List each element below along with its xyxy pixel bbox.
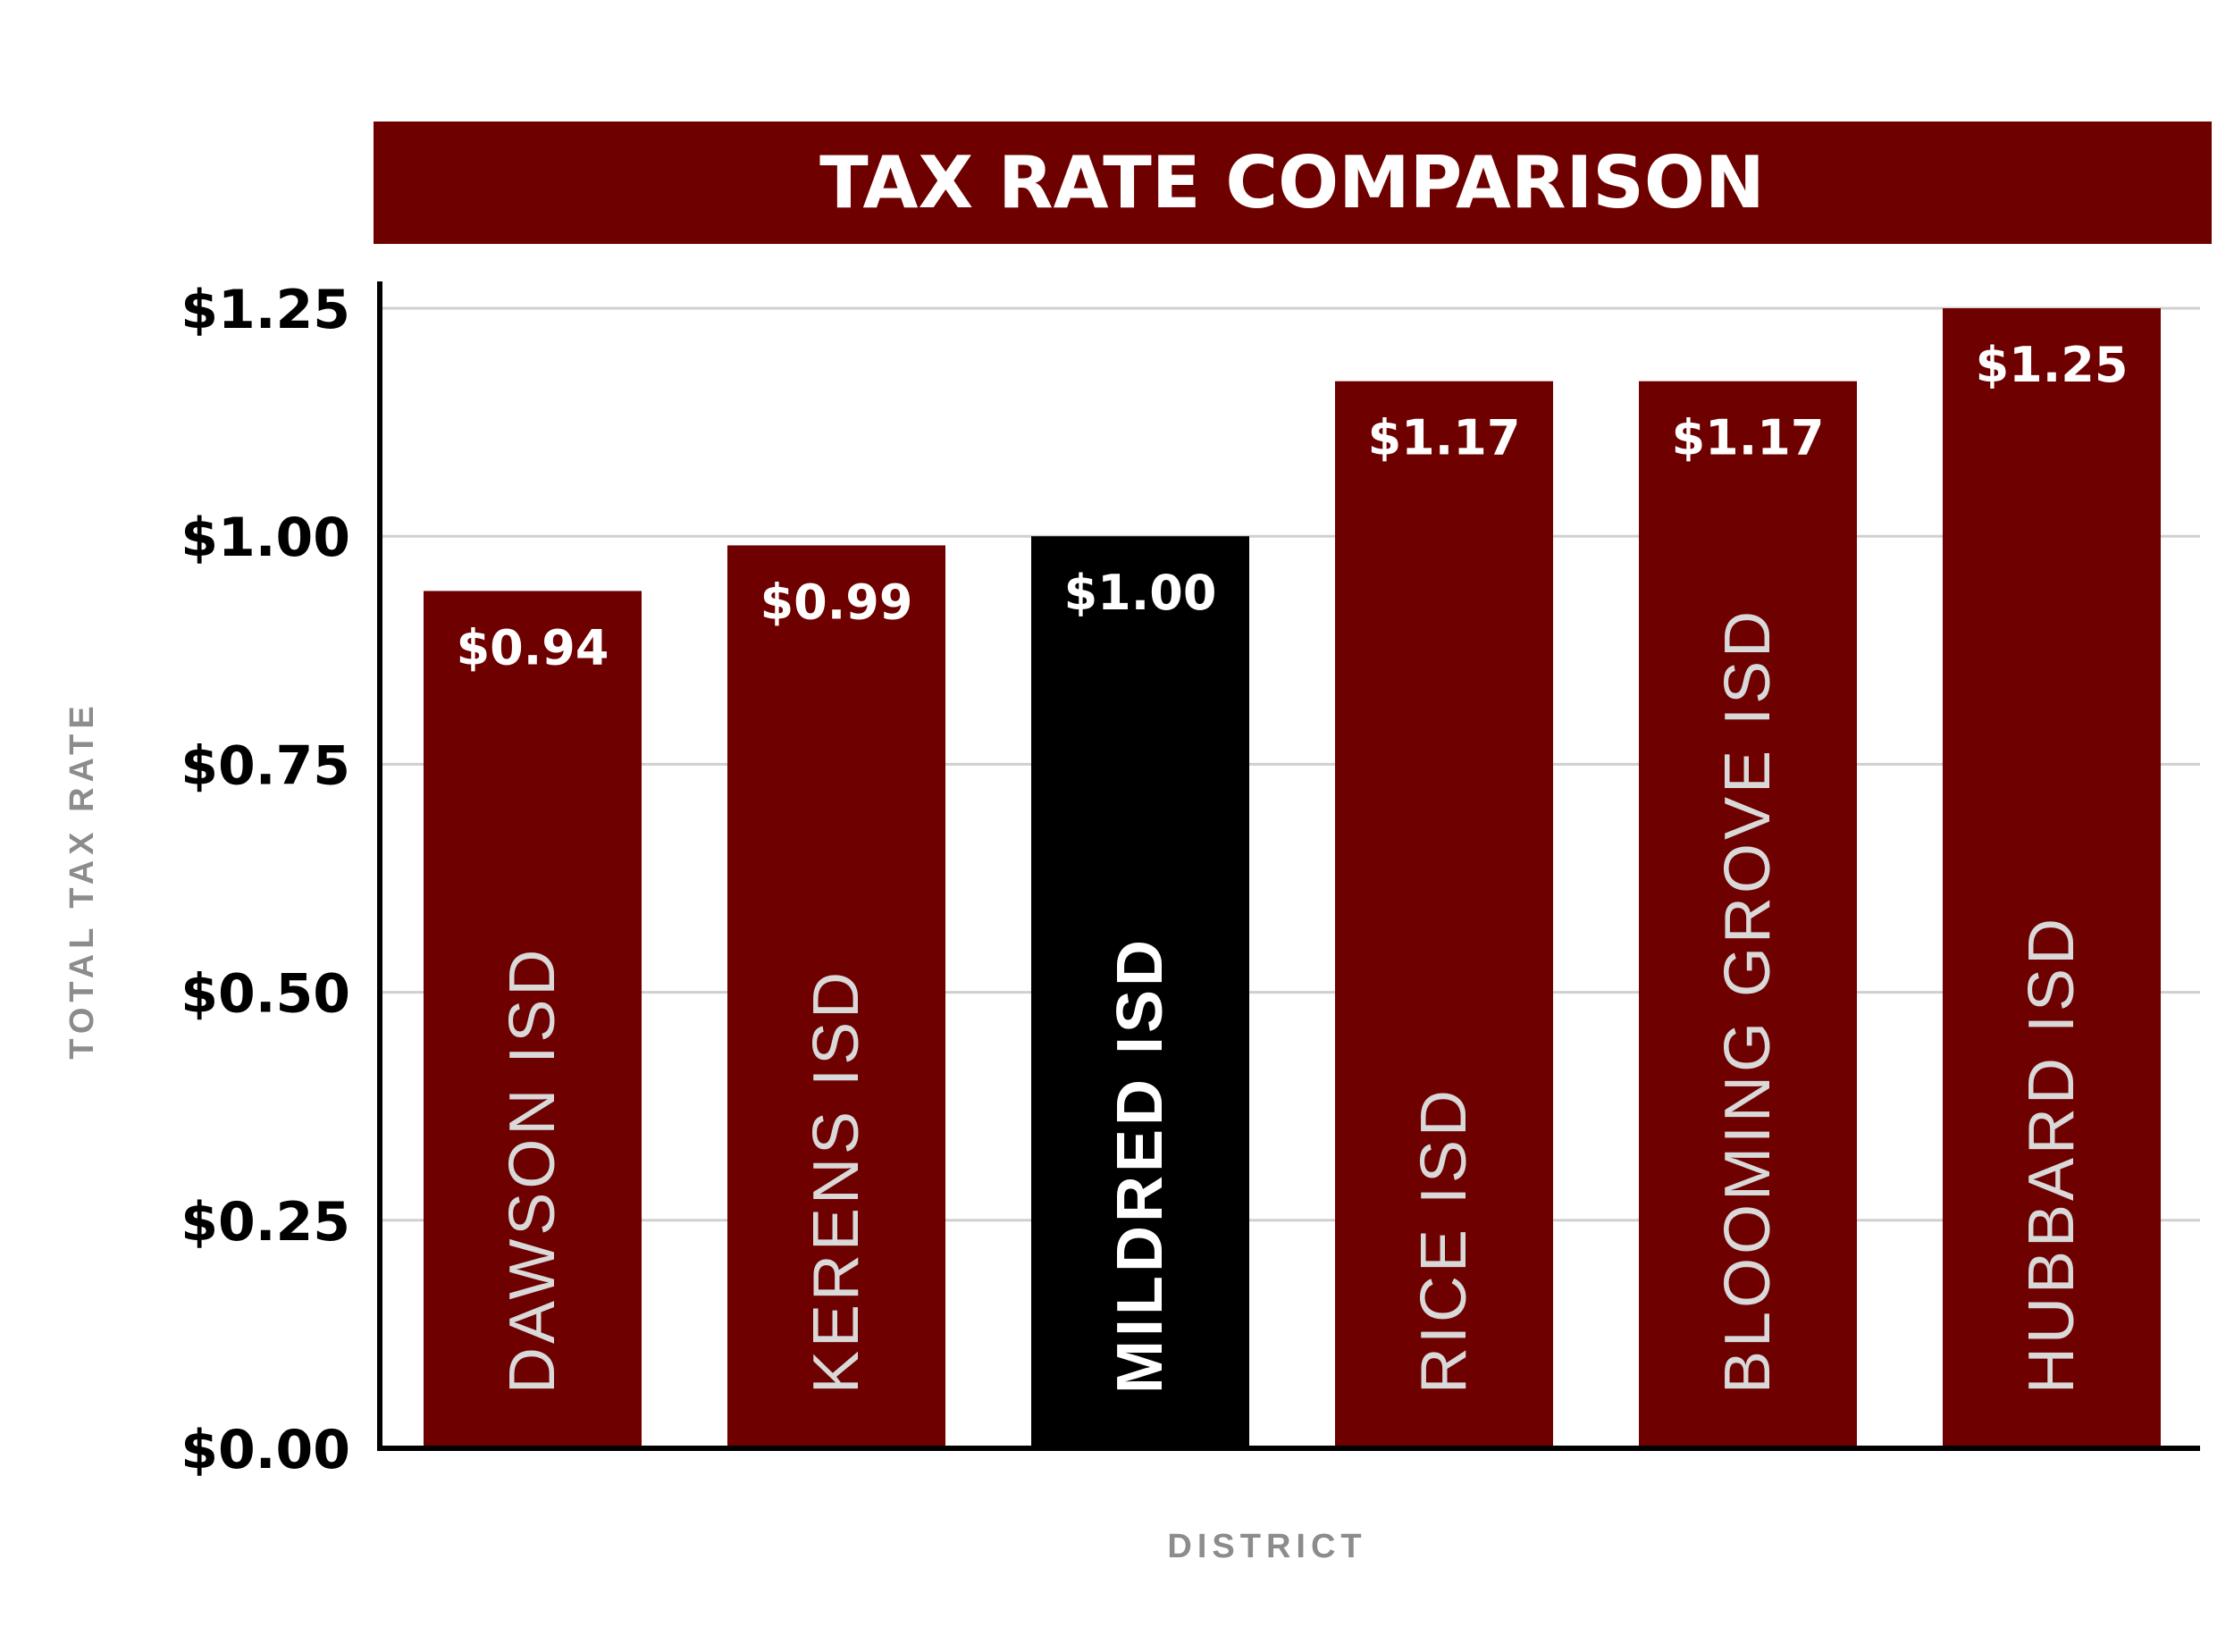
x-tick-label: HUBBARD ISD [2016, 915, 2087, 1394]
data-label: $1.25 [1976, 337, 2129, 393]
bar-layer: $0.94 DAWSON ISD $0.99 KERENS ISD $1.00 MILDR… [424, 308, 2161, 1448]
bar [1335, 381, 1553, 1448]
y-tick-label: $0.75 [181, 734, 350, 797]
x-tick-label: DAWSON ISD [497, 946, 568, 1394]
title-layer: TAX RATE COMPARISON [374, 122, 2212, 244]
bar [1639, 381, 1857, 1448]
bar [1943, 308, 2161, 1448]
bar [727, 545, 945, 1448]
chart-title: TAX RATE COMPARISON [819, 141, 1765, 224]
axis-layer: $0.00 $0.25 $0.50 $0.75 $1.00 $1.25 DISTRICT TO… [63, 279, 2200, 1565]
bar [1031, 536, 1249, 1448]
bar [424, 591, 642, 1448]
y-tick-label: $0.00 [181, 1419, 350, 1481]
x-tick-label: RICE ISD [1408, 1086, 1480, 1394]
data-label: $1.17 [1672, 410, 1825, 466]
y-tick-label: $1.00 [181, 507, 350, 569]
grid-layer [380, 306, 2200, 1222]
x-tick-label: BLOOMING GROVE ISD [1712, 608, 1784, 1394]
data-label: $1.00 [1064, 565, 1217, 621]
y-axis-title: TOTAL TAX RATE [63, 700, 101, 1059]
y-tick-label: $0.50 [181, 963, 350, 1026]
title-band [374, 122, 2212, 244]
y-tick-label: $0.25 [181, 1191, 350, 1254]
y-tick-label: $1.25 [181, 279, 350, 341]
data-label: $1.17 [1368, 410, 1521, 466]
x-tick-label: KERENS ISD [801, 969, 872, 1394]
data-label: $0.99 [760, 574, 913, 630]
x-axis-title: DISTRICT [1167, 1528, 1366, 1565]
x-tick-label: MILDRED ISD [1104, 936, 1176, 1394]
data-label: $0.94 [457, 619, 609, 675]
